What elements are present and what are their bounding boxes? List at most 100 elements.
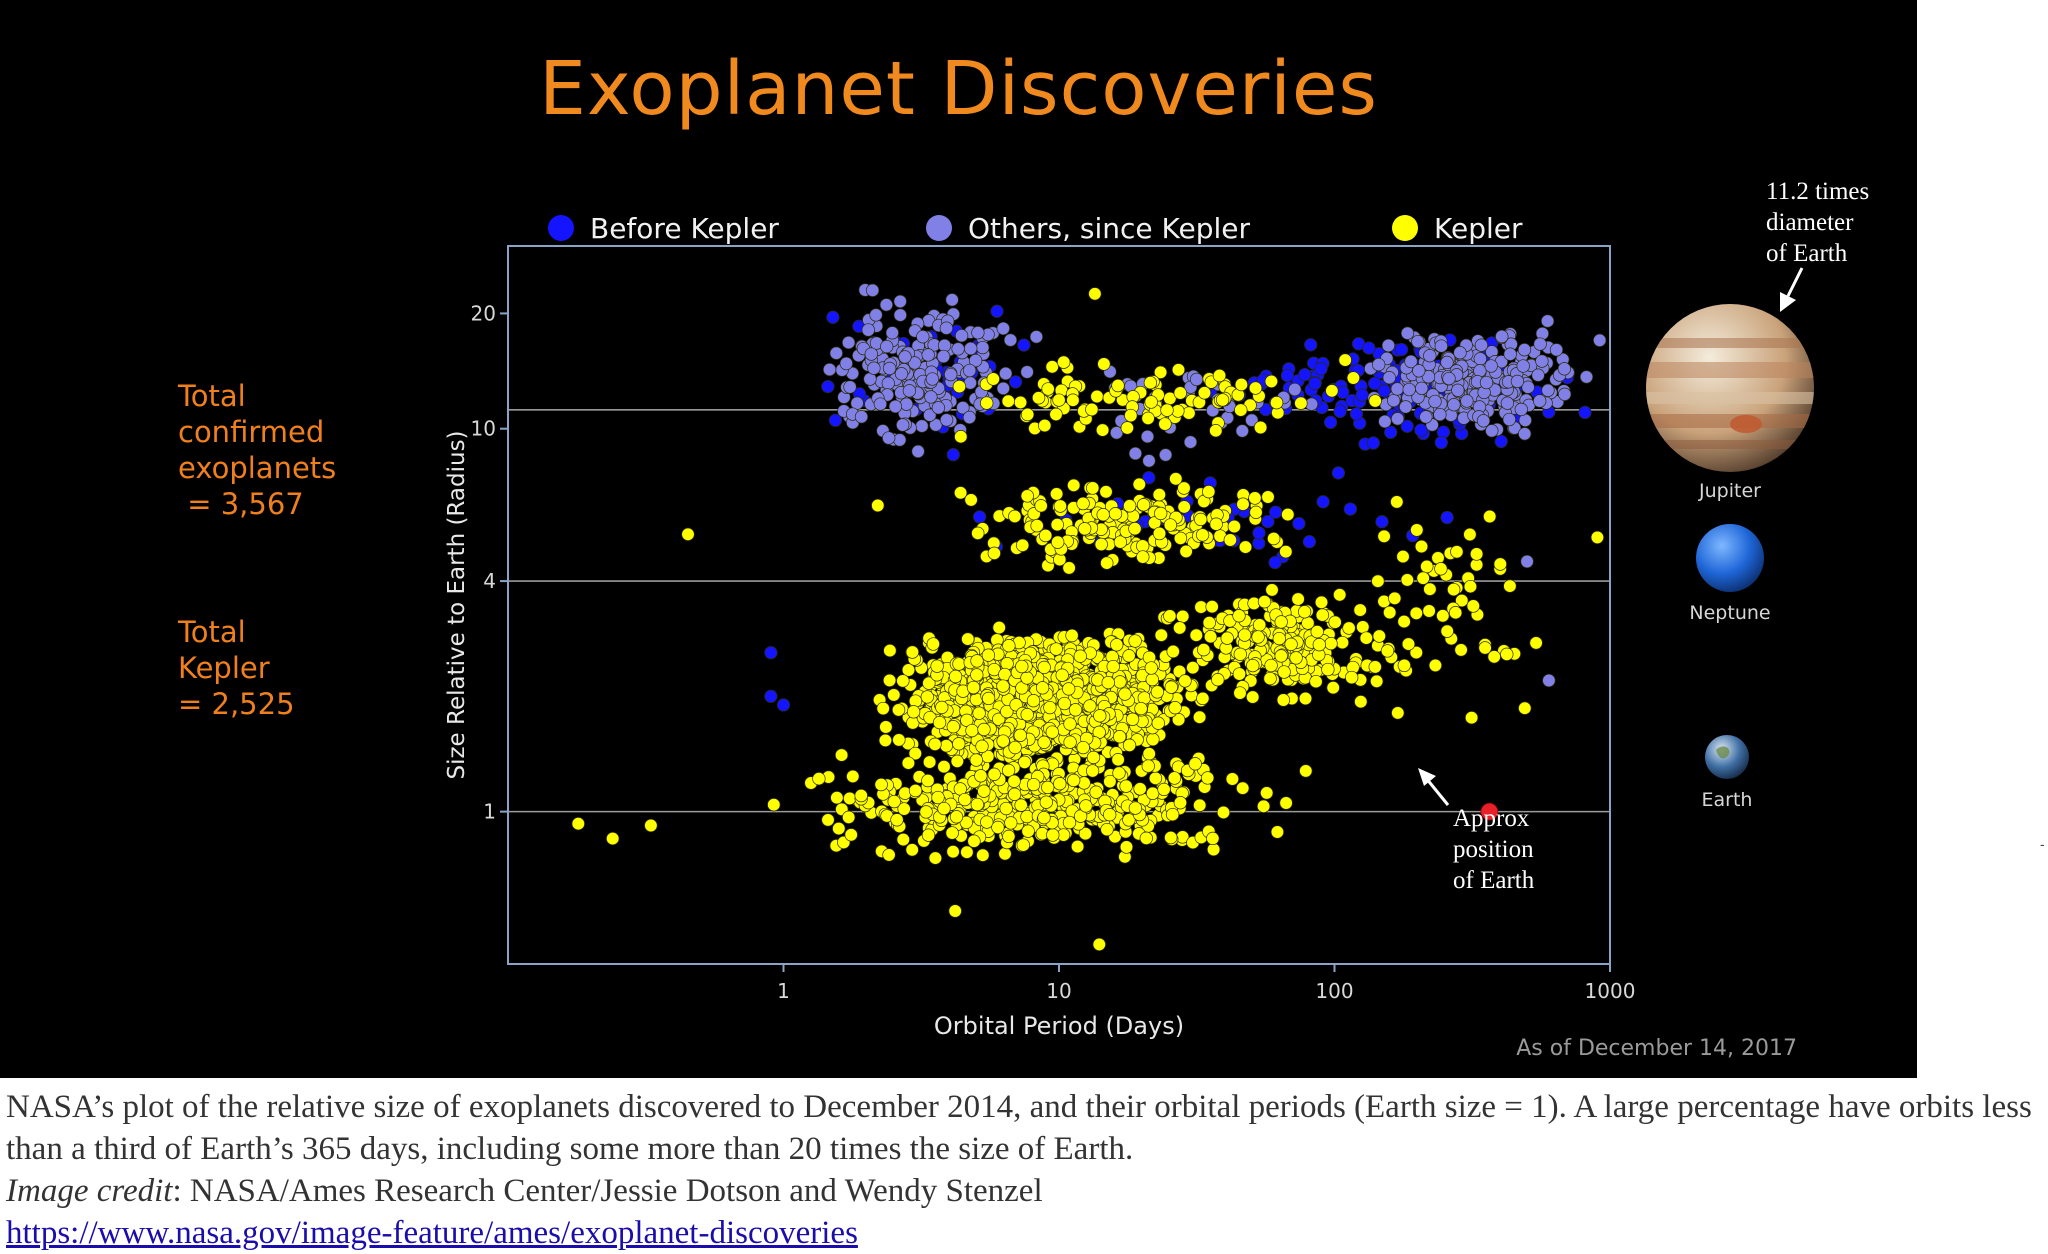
- data-point-kepler: [1167, 771, 1182, 785]
- data-point-kepler: [1493, 557, 1507, 571]
- data-point-before-kepler: [1017, 338, 1031, 352]
- data-point-kepler: [1448, 606, 1463, 620]
- data-point-kepler: [926, 637, 940, 651]
- data-point-kepler: [1223, 533, 1237, 547]
- data-point-others-since-kepler: [1447, 398, 1461, 412]
- data-point-kepler: [882, 848, 896, 862]
- data-point-kepler: [1008, 740, 1022, 755]
- data-point-kepler: [1359, 631, 1373, 645]
- data-point-before-kepler: [1308, 376, 1322, 391]
- y-axis-label: Size Relative to Earth (Radius): [444, 430, 470, 779]
- chart-title: Exoplanet Discoveries: [539, 46, 1378, 132]
- data-point-kepler: [1397, 658, 1411, 673]
- data-point-kepler: [1371, 574, 1385, 588]
- data-point-kepler: [1141, 759, 1155, 773]
- data-point-others-since-kepler: [924, 390, 938, 404]
- data-point-kepler: [843, 791, 857, 806]
- data-point-kepler: [1168, 701, 1182, 715]
- data-point-kepler: [1225, 772, 1240, 786]
- data-point-kepler: [1380, 644, 1395, 658]
- data-point-others-since-kepler: [925, 372, 940, 386]
- data-point-kepler: [1274, 649, 1288, 663]
- data-point-kepler: [1007, 774, 1021, 788]
- data-point-before-kepler: [776, 698, 791, 712]
- data-point-kepler: [1177, 481, 1191, 495]
- data-point-others-since-kepler: [1549, 343, 1564, 357]
- data-point-kepler: [1216, 805, 1231, 820]
- data-point-kepler: [890, 813, 904, 827]
- data-point-others-since-kepler: [873, 397, 888, 411]
- data-point-kepler: [980, 396, 994, 410]
- data-point-kepler: [901, 663, 916, 677]
- data-point-before-kepler: [1367, 376, 1382, 391]
- data-point-kepler: [952, 657, 966, 671]
- data-point-kepler: [961, 632, 975, 646]
- source-link[interactable]: https://www.nasa.gov/image-feature/ames/…: [6, 1215, 858, 1251]
- data-point-kepler: [922, 755, 937, 769]
- data-point-others-since-kepler: [1404, 354, 1418, 369]
- data-point-kepler: [952, 379, 967, 394]
- data-point-kepler: [1113, 535, 1128, 549]
- data-point-others-since-kepler: [1541, 383, 1555, 397]
- data-point-others-since-kepler: [864, 347, 878, 361]
- data-point-kepler: [1051, 535, 1065, 549]
- data-point-others-since-kepler: [1003, 333, 1018, 347]
- data-point-kepler: [1035, 681, 1050, 695]
- data-point-kepler: [946, 720, 960, 734]
- data-point-before-kepler: [946, 448, 960, 462]
- data-point-kepler: [1279, 545, 1293, 559]
- data-point-kepler: [1246, 658, 1260, 673]
- data-point-kepler: [1101, 675, 1115, 690]
- data-point-kepler: [1390, 495, 1404, 509]
- data-point-kepler: [1090, 389, 1104, 404]
- image-credit: Image credit: NASA/Ames Research Center/…: [6, 1170, 2036, 1212]
- legend-swatch-others: [926, 215, 952, 241]
- data-point-kepler: [1021, 824, 1035, 838]
- data-point-kepler: [1148, 771, 1163, 785]
- data-point-kepler: [1154, 628, 1168, 642]
- data-point-kepler: [1301, 616, 1315, 630]
- data-point-kepler: [1440, 624, 1454, 638]
- data-point-kepler: [1063, 735, 1077, 749]
- data-point-before-kepler: [828, 413, 843, 427]
- image-credit-label: Image credit: [6, 1173, 173, 1209]
- data-point-others-since-kepler: [829, 346, 843, 360]
- data-point-kepler: [1068, 703, 1083, 717]
- data-point-kepler: [1434, 562, 1448, 576]
- data-point-kepler: [879, 720, 893, 734]
- data-point-kepler: [1119, 840, 1134, 854]
- data-point-kepler: [1089, 785, 1103, 799]
- data-point-kepler: [1049, 407, 1063, 422]
- data-point-kepler: [1206, 842, 1221, 857]
- data-point-others-since-kepler: [962, 410, 977, 425]
- data-point-others-since-kepler: [1128, 446, 1143, 461]
- data-point-kepler: [1182, 406, 1196, 420]
- data-point-kepler: [954, 430, 968, 444]
- data-point-kepler: [1094, 537, 1108, 552]
- data-point-kepler: [1041, 382, 1055, 396]
- data-point-before-kepler: [1302, 535, 1317, 549]
- data-point-kepler: [1037, 660, 1051, 675]
- y-tick-label: 4: [483, 569, 496, 593]
- data-point-kepler: [1205, 600, 1219, 614]
- neptune-label: Neptune: [1689, 602, 1771, 624]
- data-point-kepler: [1145, 672, 1159, 687]
- data-point-kepler: [1281, 507, 1295, 522]
- data-point-others-since-kepler: [1542, 673, 1556, 688]
- data-point-before-kepler: [1298, 367, 1312, 382]
- data-point-kepler: [921, 773, 935, 788]
- data-point-kepler: [969, 753, 983, 767]
- data-point-others-since-kepler: [1381, 338, 1396, 353]
- data-point-kepler: [1233, 686, 1247, 700]
- data-point-others-since-kepler: [893, 433, 907, 447]
- data-point-kepler: [1261, 490, 1275, 504]
- data-point-before-kepler: [972, 510, 987, 524]
- data-point-kepler: [950, 754, 964, 768]
- data-point-kepler: [908, 783, 923, 798]
- data-point-kepler: [1150, 685, 1165, 699]
- data-point-kepler: [1256, 799, 1271, 813]
- data-point-others-since-kepler: [936, 349, 951, 364]
- data-point-others-since-kepler: [896, 418, 910, 432]
- data-point-others-since-kepler: [1440, 355, 1454, 370]
- data-point-others-since-kepler: [937, 338, 952, 353]
